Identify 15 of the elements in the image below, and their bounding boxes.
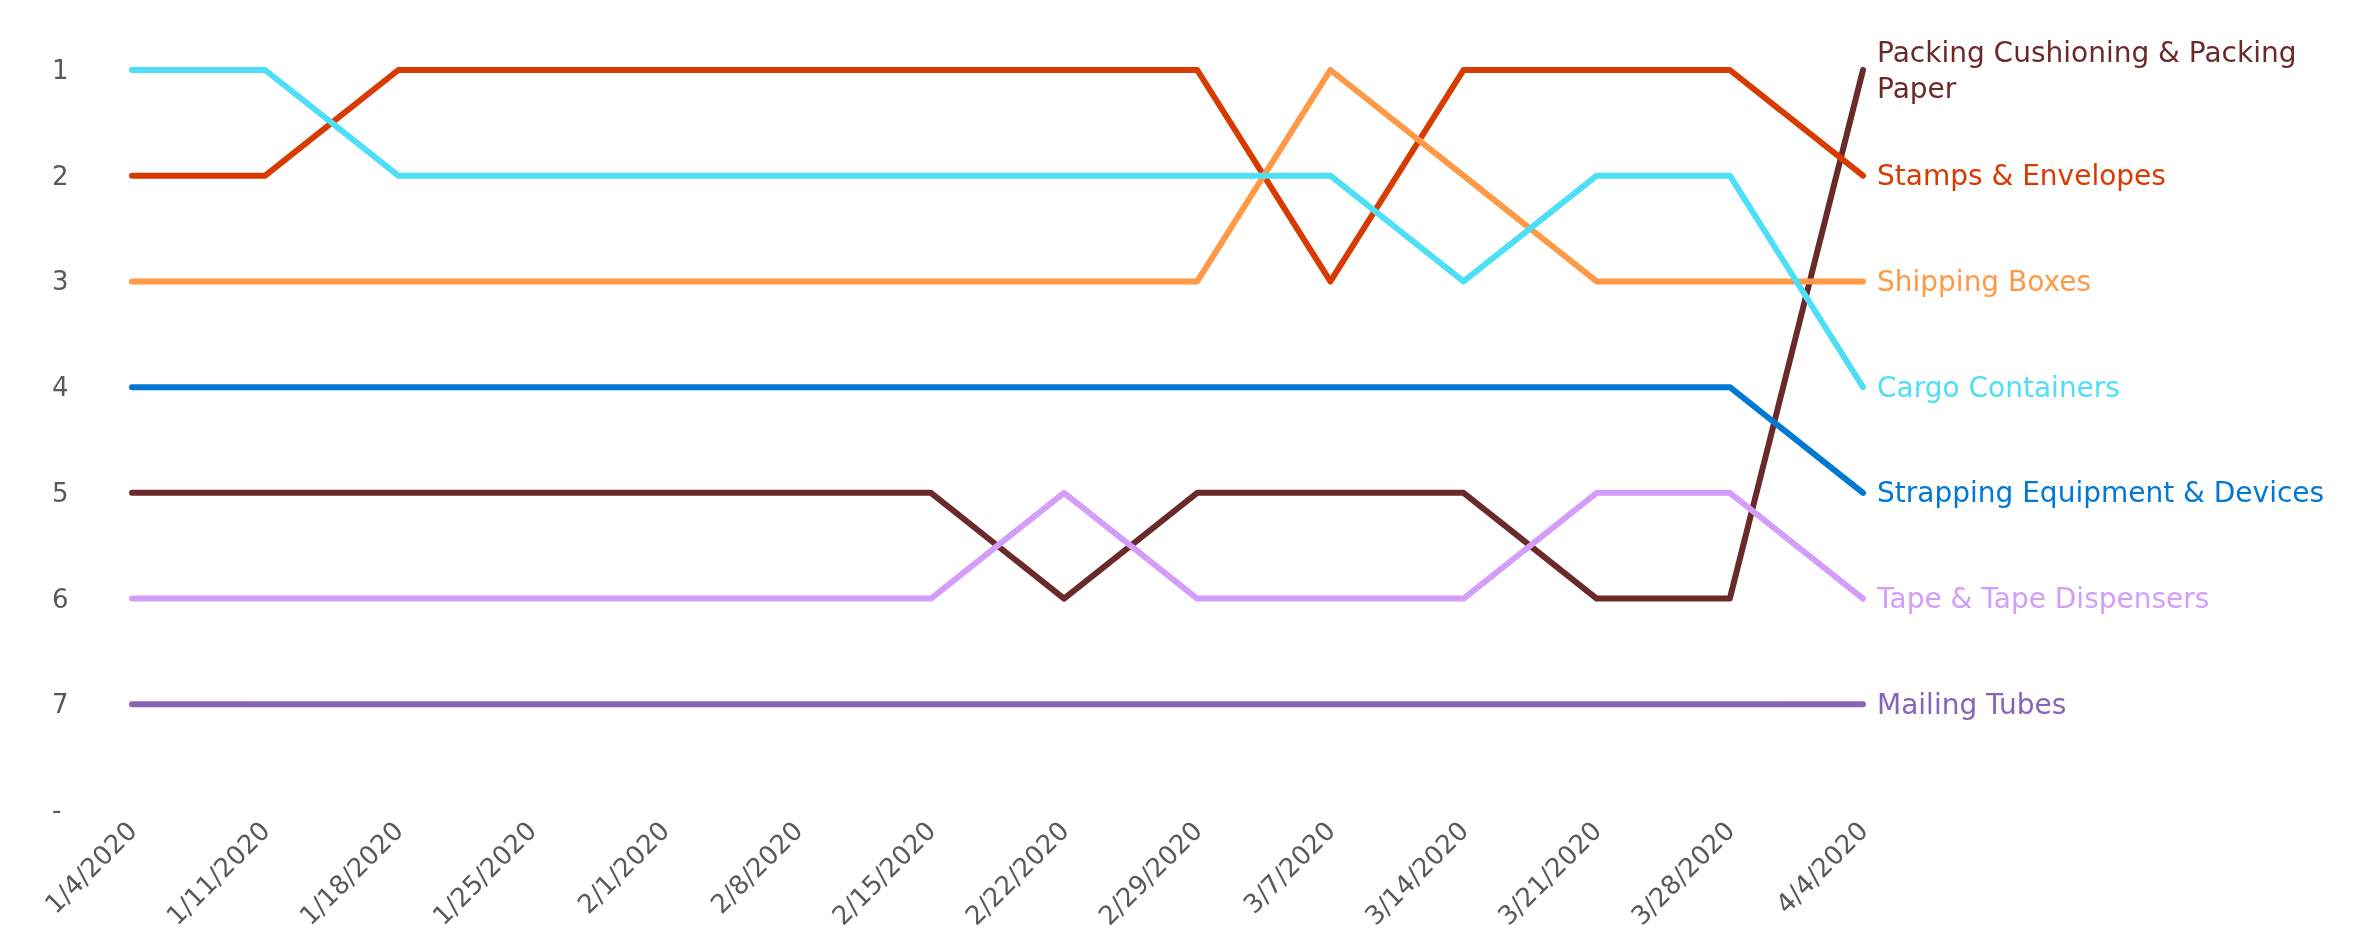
y-tick-label: 3 [52, 266, 69, 297]
series-label: Shipping Boxes [1877, 264, 2092, 298]
series-label: Stamps & Envelopes [1877, 159, 2166, 193]
y-tick-label: 5 [52, 477, 69, 508]
y-tick-label: 7 [52, 689, 69, 720]
series-label: Strapping Equipment & Devices [1877, 476, 2325, 510]
series-label: Mailing Tubes [1877, 687, 2067, 721]
series-label: Tape & Tape Dispensers [1876, 582, 2210, 616]
y-tick-label: 4 [52, 372, 69, 403]
y-tick-label: 2 [52, 160, 69, 191]
series-label: Packing Cushioning & Packing Paper [1877, 35, 2306, 105]
series-label: Cargo Containers [1877, 370, 2120, 404]
y-tick-label: - [52, 795, 62, 825]
y-tick-label: 6 [52, 583, 69, 614]
y-tick-label: 1 [52, 55, 69, 85]
